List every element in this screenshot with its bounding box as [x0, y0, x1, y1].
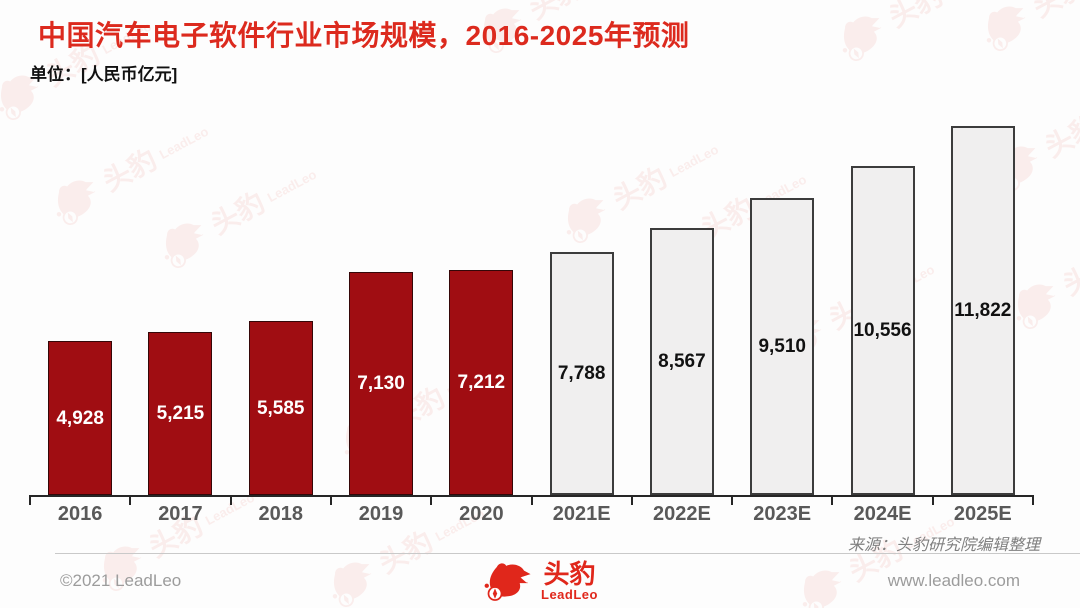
bar-value-label-2025E: 11,822	[954, 300, 1012, 321]
axis-tick	[1032, 495, 1034, 505]
axis-tick	[530, 495, 533, 505]
website-url: www.leadleo.com	[887, 571, 1020, 590]
x-axis-label-2021E: 2021E	[552, 503, 611, 525]
leadleo-logo: 头豹 LeadLeo	[0, 559, 1080, 603]
watermark-chinese: 头豹	[1057, 247, 1080, 302]
axis-tick	[329, 495, 332, 505]
bar-2017: 5,215	[148, 332, 213, 495]
axis-tick	[731, 495, 734, 505]
bar-2022E: 8,567	[649, 228, 714, 495]
footer-divider	[55, 553, 1080, 554]
x-axis-label-2022E: 2022E	[653, 503, 711, 525]
bar-value-label-2022E: 8,567	[658, 351, 706, 372]
bar-column-2016: 4,928	[30, 127, 130, 495]
bar-column-2024E: 10,556	[832, 127, 932, 495]
bar-column-2025E: 11,822	[933, 126, 1033, 495]
logo-english-name: LeadLeo	[541, 587, 598, 603]
bar-2016: 4,928	[48, 341, 113, 495]
bar-2019: 7,130	[349, 272, 414, 495]
axis-tick	[129, 495, 132, 505]
bar-value-label-2016: 4,928	[56, 407, 104, 429]
bar-column-2023E: 9,510	[732, 127, 832, 495]
x-axis-label-2016: 2016	[57, 503, 103, 525]
leopard-icon	[484, 563, 531, 601]
x-axis-labels: 2016 2017 2018 2019 2020 2021E 2022E 2023E 2024E…	[30, 503, 1033, 526]
axis-tick	[229, 495, 232, 505]
x-axis-label-2023E: 2023E	[753, 503, 812, 525]
bar-2018: 5,585	[248, 321, 313, 495]
chart-title: 中国汽车电子软件行业市场规模，2016-2025年预测	[38, 20, 690, 51]
bar-value-label-2024E: 10,556	[853, 320, 912, 341]
x-axis-label-2017: 2017	[158, 503, 203, 525]
logo-text: 头豹 LeadLeo	[541, 558, 598, 603]
leopard-icon	[832, 8, 893, 66]
unit-label: 单位：[人民币亿元]	[30, 65, 178, 84]
bar-value-label-2023E: 9,510	[758, 336, 806, 357]
bar-value-label-2018: 5,585	[256, 397, 305, 419]
bar-column-2019: 7,130	[331, 127, 431, 495]
bar-column-2018: 5,585	[231, 127, 331, 495]
x-axis-label-2020: 2020	[459, 503, 504, 525]
source-note: 来源：头豹研究院编辑整理	[847, 537, 1040, 554]
x-axis-label-2018: 2018	[258, 503, 303, 525]
leopard-icon	[976, 0, 1037, 56]
bar-column-2020: 7,212	[431, 127, 531, 495]
bar-column-2017: 5,215	[130, 127, 230, 495]
x-axis-label-2025E: 2025E	[953, 503, 1012, 525]
axis-tick	[430, 495, 433, 505]
bar-value-label-2017: 5,215	[156, 403, 205, 424]
bar-2021E: 7,788	[549, 252, 614, 495]
bar-column-2022E: 8,567	[632, 127, 732, 495]
bar-2025E: 11,822	[950, 126, 1015, 495]
bar-chart-plot-area: 4,928 5,215 5,585 7,130 7,212 7,788 8,567 9,510…	[29, 126, 1034, 505]
watermark-chinese: 头豹	[1039, 109, 1080, 164]
axis-tick	[931, 495, 934, 505]
logo-chinese-name: 头豹	[543, 558, 596, 589]
bar-value-label-2019: 7,130	[357, 373, 405, 394]
watermark-chinese: 头豹	[1028, 0, 1080, 23]
bar-2023E: 9,510	[750, 198, 815, 495]
x-axis-label-2024E: 2024E	[853, 503, 912, 525]
axis-tick	[29, 495, 31, 505]
bar-value-label-2020: 7,212	[457, 372, 506, 393]
bar-column-2021E: 7,788	[531, 127, 631, 495]
bar-2020: 7,212	[449, 270, 514, 495]
x-axis-label-2019: 2019	[358, 503, 404, 525]
watermark-chinese: 头豹	[883, 0, 948, 34]
bar-value-label-2021E: 7,788	[557, 363, 606, 384]
axis-tick	[630, 495, 633, 505]
axis-tick	[831, 495, 834, 505]
footer: ©2021 LeadLeo 头豹 LeadLeo www.leadleo.com	[0, 554, 1080, 608]
bar-2024E: 10,556	[850, 166, 915, 495]
